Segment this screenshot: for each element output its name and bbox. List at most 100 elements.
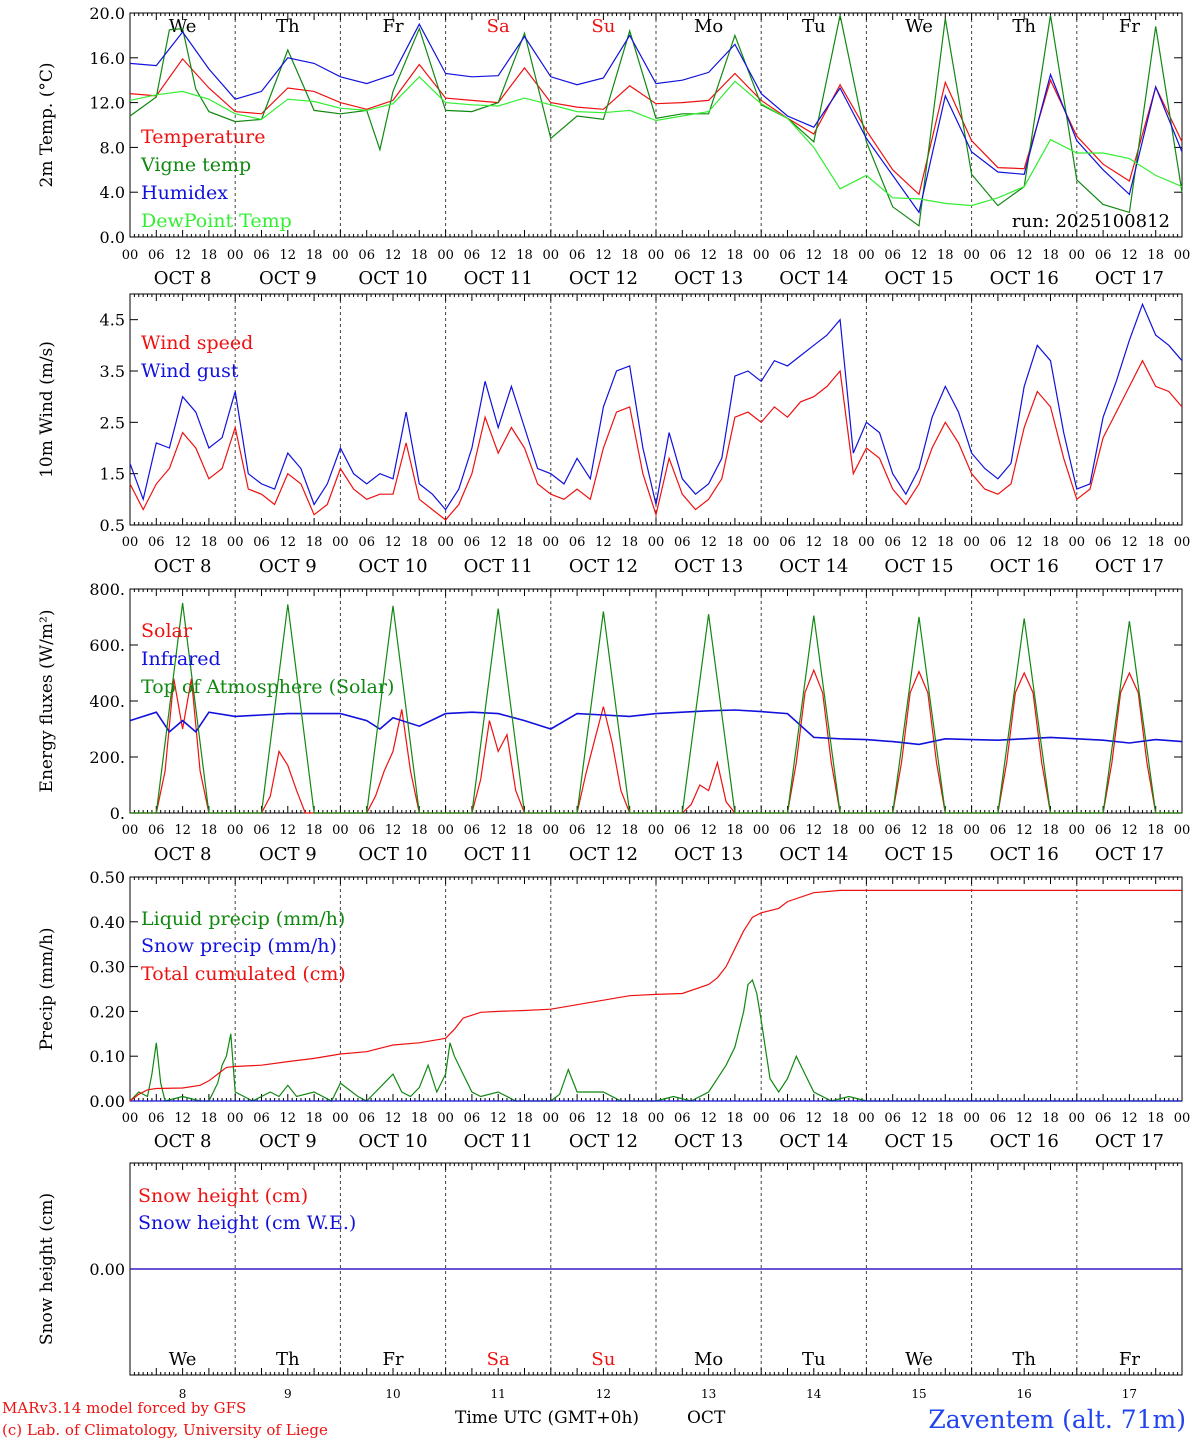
hour-label: 06: [779, 248, 796, 263]
hour-label: 00: [332, 823, 349, 838]
hour-label: 00: [1174, 823, 1191, 838]
hour-label: 18: [306, 1111, 323, 1126]
day-label: Tu: [802, 1349, 826, 1370]
hour-label: 12: [174, 823, 191, 838]
day-label: We: [169, 16, 197, 37]
hour-label: 06: [464, 535, 481, 550]
hour-label: 12: [174, 535, 191, 550]
legend-entry: Wind gust: [141, 360, 239, 382]
hour-label: 00: [1174, 1111, 1191, 1126]
date-label: OCT 14: [779, 844, 848, 865]
date-label: OCT 10: [358, 1131, 427, 1152]
hour-label: 00: [648, 535, 665, 550]
hour-label: 18: [937, 823, 954, 838]
date-label: OCT 14: [779, 1131, 848, 1152]
date-number: 9: [284, 1387, 292, 1401]
date-label: OCT 10: [358, 268, 427, 289]
hour-label: 12: [490, 823, 507, 838]
hour-label: 00: [648, 248, 665, 263]
hour-label: 12: [490, 535, 507, 550]
hour-label: 18: [411, 1111, 428, 1126]
y-tick-label: 0.30: [89, 958, 125, 977]
day-label: We: [905, 16, 933, 37]
hour-label: 18: [727, 248, 744, 263]
hour-label: 18: [306, 535, 323, 550]
hour-label: 12: [911, 248, 928, 263]
legend-entry: Wind speed: [141, 332, 253, 354]
chart-panel-1: 0.0 4.0 8.0 12.0 16.0 20.0 2m Temp. (°C) We Th Fr…: [37, 4, 1190, 289]
hour-label: 12: [280, 823, 297, 838]
hour-label: 00: [753, 535, 770, 550]
date-label: OCT 8: [154, 1131, 212, 1152]
date-label: OCT 8: [154, 556, 212, 577]
hour-label: 12: [385, 1111, 402, 1126]
day-label: Th: [276, 16, 300, 37]
legend-entry: Liquid precip (mm/h): [141, 908, 345, 930]
y-tick-label: 0.10: [89, 1047, 125, 1066]
hour-label: 18: [621, 535, 638, 550]
hour-label: 12: [595, 823, 612, 838]
hour-label: 00: [437, 535, 454, 550]
hour-label: 00: [332, 248, 349, 263]
hour-label: 12: [174, 248, 191, 263]
hour-label: 00: [858, 535, 875, 550]
y-tick-label: 200.: [89, 748, 125, 767]
y-tick-label: 3.5: [100, 362, 125, 381]
date-label: OCT 10: [358, 556, 427, 577]
model-credit: MARv3.14 model forced by GFS: [2, 1399, 246, 1417]
date-label: OCT 12: [569, 844, 638, 865]
date-label: OCT 16: [990, 844, 1059, 865]
hour-label: 00: [1069, 1111, 1086, 1126]
hour-label: 00: [963, 248, 980, 263]
hour-label: 12: [806, 1111, 823, 1126]
chart-panel-4: 0.00 0.10 0.20 0.30 0.40 0.50 Precip (mm/h) 00 0…: [37, 868, 1190, 1152]
hour-label: 00: [648, 1111, 665, 1126]
hour-label: 06: [990, 248, 1007, 263]
legend-entry: Humidex: [141, 182, 228, 204]
hour-label: 06: [779, 535, 796, 550]
hour-label: 06: [1095, 535, 1112, 550]
date-label: OCT 13: [674, 1131, 743, 1152]
hour-label: 12: [911, 823, 928, 838]
hour-label: 12: [1016, 823, 1033, 838]
date-label: OCT 11: [464, 844, 533, 865]
hour-label: 06: [674, 248, 691, 263]
day-label: Fr: [1119, 16, 1140, 37]
hour-label: 00: [227, 535, 244, 550]
hour-label: 00: [227, 1111, 244, 1126]
y-axis-title: Precip (mm/h): [37, 927, 57, 1050]
y-tick-label: 2.5: [100, 413, 125, 432]
hour-label: 06: [990, 535, 1007, 550]
day-label: Th: [1012, 16, 1036, 37]
hour-label: 00: [122, 248, 139, 263]
hour-label: 06: [674, 1111, 691, 1126]
hour-label: 00: [1069, 823, 1086, 838]
date-label: OCT 11: [464, 1131, 533, 1152]
hour-label: 18: [411, 535, 428, 550]
day-label: Mo: [694, 1349, 723, 1370]
hour-label: 18: [1042, 535, 1059, 550]
day-label: We: [169, 1349, 197, 1370]
hour-label: 18: [1147, 535, 1164, 550]
hour-label: 18: [621, 248, 638, 263]
hour-label: 00: [543, 823, 560, 838]
hour-label: 18: [937, 248, 954, 263]
hour-label: 12: [700, 1111, 717, 1126]
hour-label: 06: [464, 1111, 481, 1126]
hour-label: 06: [569, 823, 586, 838]
hour-label: 00: [858, 823, 875, 838]
hour-label: 12: [385, 248, 402, 263]
legend-entry: Snow height (cm W.E.): [138, 1212, 356, 1234]
hour-label: 18: [516, 535, 533, 550]
day-label: Mo: [694, 16, 723, 37]
hour-label: 00: [543, 1111, 560, 1126]
hour-label: 12: [1121, 823, 1138, 838]
hour-label: 18: [411, 823, 428, 838]
y-tick-label: 16.0: [89, 49, 125, 68]
date-label: OCT 16: [990, 1131, 1059, 1152]
date-label: OCT 13: [674, 844, 743, 865]
hour-label: 00: [858, 248, 875, 263]
series-line-dewpoint-temp: [129, 75, 1183, 207]
hour-label: 18: [937, 1111, 954, 1126]
hour-label: 00: [332, 1111, 349, 1126]
